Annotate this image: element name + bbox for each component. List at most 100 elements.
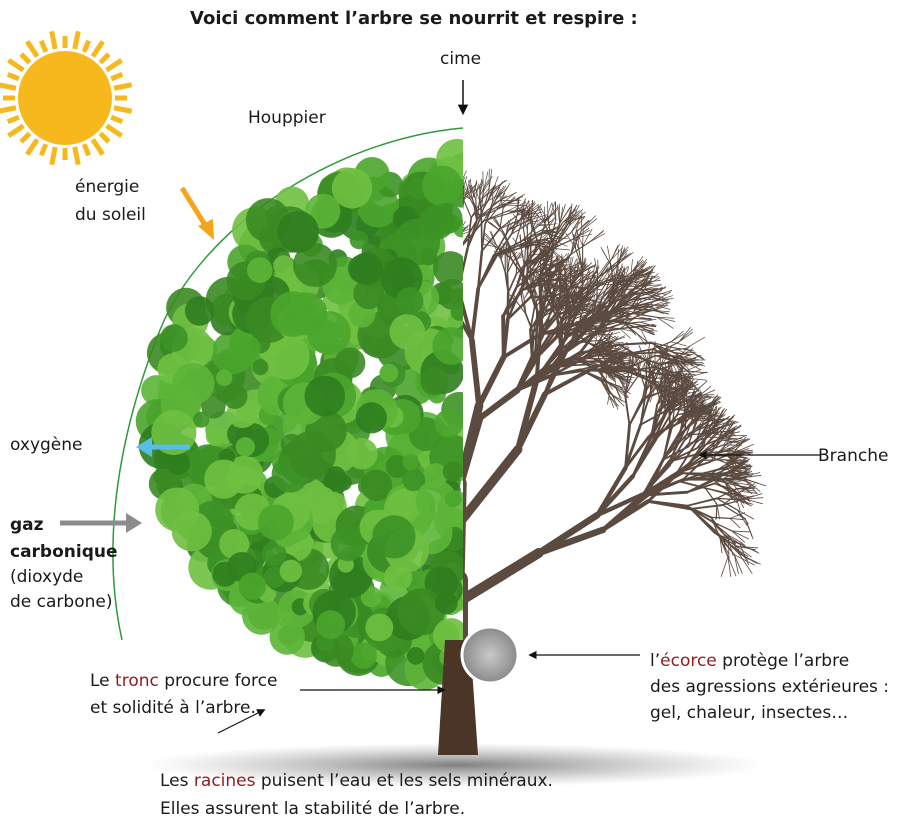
foliage [204,460,243,499]
foliage [402,454,418,470]
sun-ray [93,140,103,155]
keyword: écorce [660,651,717,671]
branch [503,198,515,208]
sun-ray [84,41,89,52]
label-gas: de carbone) [10,592,112,612]
foliage [390,314,426,350]
sun-ray [114,108,132,112]
label-houppier: Houppier [248,108,326,128]
branch [711,517,730,518]
foliage [396,287,424,315]
foliage [350,252,383,285]
sun-ray [27,140,37,155]
sun-ray [0,108,16,112]
sun-ray [21,54,29,62]
branch [462,553,539,600]
gas-arrowhead [126,513,142,533]
foliage [445,491,462,508]
bark-zoom [462,627,518,683]
branch [527,252,528,282]
branch [590,230,604,242]
sun-ray [8,117,19,122]
foliage [160,324,188,352]
foliage [435,409,464,438]
foliage [433,251,468,286]
branch [561,322,562,354]
sun-ray [8,74,19,79]
branch [583,228,584,246]
branch [730,518,743,519]
leafy-tree [136,139,480,690]
foliage [222,384,247,409]
foliage [432,203,463,234]
foliage [216,370,232,386]
branch [461,221,484,247]
foliage [193,412,209,428]
foliage [234,335,261,362]
branch [508,293,509,320]
label-gas: (dioxyde [10,567,83,587]
branch [590,234,605,242]
label-ecorce: gel, chaleur, insectes… [650,703,848,723]
branch [686,498,716,506]
label-oxygen: oxygène [10,435,82,455]
sun-ray [100,133,108,141]
foliage [346,438,377,469]
branch [611,246,618,260]
sun-ray [21,133,29,141]
branch [544,207,545,223]
label-branche: Branche [818,446,888,466]
sun-ray [100,54,108,62]
title: Voici comment l’arbre se nourrit et resp… [190,8,638,29]
foliage [422,166,463,207]
foliage [435,592,458,615]
branch [619,343,652,345]
sun-ray [107,126,122,136]
label-sun: du soleil [75,205,146,225]
branch [703,460,725,461]
foliage [366,614,394,642]
branch [472,289,478,340]
foliage [316,610,345,639]
sun [0,31,132,164]
foliage [350,231,369,250]
foliage [356,402,387,433]
branch [555,202,556,220]
foliage [247,257,273,283]
label-ecorce: l’écorce protège l’arbre [650,651,849,671]
foliage [325,466,346,487]
branch [538,205,545,223]
foliage [372,515,415,558]
label-gas: carbonique [10,542,118,562]
foliage [305,376,346,417]
branch [745,519,753,539]
foliage [432,327,470,365]
foliage [351,642,377,668]
foliage [206,426,226,446]
foliage [239,573,266,600]
foliage [212,562,237,587]
branch [682,473,717,474]
sun-ray [75,147,79,165]
sun-ray [107,60,122,70]
sun-ray [111,74,122,79]
sun-ray [41,144,46,155]
text: Les [160,771,194,791]
foliage [277,211,319,253]
foliage [258,504,294,540]
foliage [420,367,448,395]
branch [500,257,505,273]
sun-ray [8,60,23,70]
text: procure force [159,671,278,691]
text: puisent l’eau et les sels minéraux. [255,771,552,791]
sun-ray [75,31,79,49]
sun-ray [41,41,46,52]
sun-arrow [182,188,207,228]
keyword: racines [194,771,256,791]
foliage [407,647,425,665]
branch [721,557,728,577]
branch [730,518,740,527]
keyword: tronc [115,671,159,691]
branch [582,270,583,300]
sun-ray [114,85,132,89]
